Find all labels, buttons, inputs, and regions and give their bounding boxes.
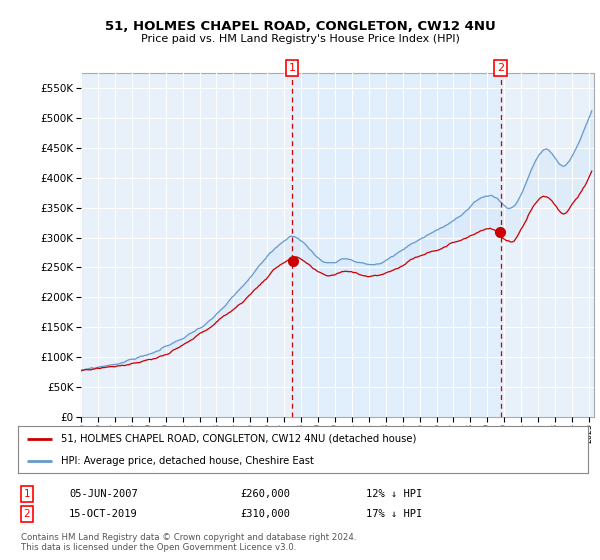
Text: Contains HM Land Registry data © Crown copyright and database right 2024.: Contains HM Land Registry data © Crown c… — [21, 533, 356, 542]
Text: £310,000: £310,000 — [240, 509, 290, 519]
Text: 12% ↓ HPI: 12% ↓ HPI — [366, 489, 422, 499]
Text: 15-OCT-2019: 15-OCT-2019 — [69, 509, 138, 519]
Text: 1: 1 — [289, 63, 295, 73]
Text: 2: 2 — [497, 63, 504, 73]
Text: 17% ↓ HPI: 17% ↓ HPI — [366, 509, 422, 519]
Text: 2: 2 — [23, 509, 31, 519]
Text: 05-JUN-2007: 05-JUN-2007 — [69, 489, 138, 499]
Bar — [292, 73, 501, 417]
Text: 1: 1 — [23, 489, 31, 499]
Text: 51, HOLMES CHAPEL ROAD, CONGLETON, CW12 4NU (detached house): 51, HOLMES CHAPEL ROAD, CONGLETON, CW12 … — [61, 434, 416, 444]
Text: This data is licensed under the Open Government Licence v3.0.: This data is licensed under the Open Gov… — [21, 543, 296, 552]
Text: 51, HOLMES CHAPEL ROAD, CONGLETON, CW12 4NU: 51, HOLMES CHAPEL ROAD, CONGLETON, CW12 … — [104, 20, 496, 32]
Text: £260,000: £260,000 — [240, 489, 290, 499]
Text: Price paid vs. HM Land Registry's House Price Index (HPI): Price paid vs. HM Land Registry's House … — [140, 34, 460, 44]
Text: HPI: Average price, detached house, Cheshire East: HPI: Average price, detached house, Ches… — [61, 456, 314, 466]
